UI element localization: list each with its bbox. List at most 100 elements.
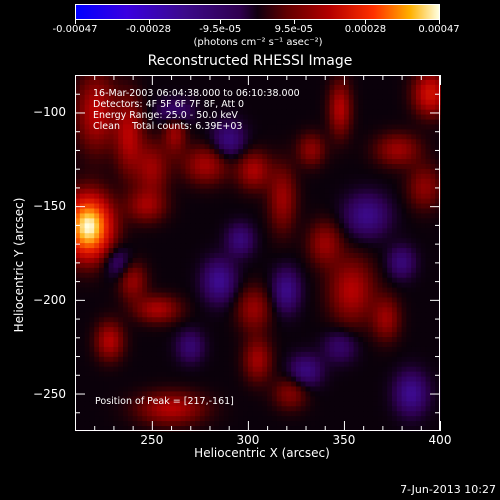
heatmap-cell — [415, 119, 422, 126]
heatmap-cell — [353, 168, 359, 175]
heatmap-cell — [94, 327, 100, 333]
heatmap-cell — [334, 164, 340, 170]
heatmap-cell — [415, 149, 422, 155]
heatmap-cell — [118, 366, 124, 373]
heatmap-cell — [243, 376, 249, 383]
heatmap-cell — [94, 193, 100, 200]
heatmap-cell — [219, 371, 225, 378]
heatmap-cell — [243, 104, 249, 111]
heatmap-cell — [195, 312, 201, 318]
heatmap-cell — [310, 193, 316, 200]
heatmap-cell — [185, 213, 191, 219]
heatmap-cell — [84, 168, 91, 175]
heatmap-cell — [430, 89, 436, 96]
heatmap-cell — [156, 188, 163, 195]
heatmap-cell — [420, 144, 427, 150]
heatmap-cell — [113, 164, 119, 170]
heatmap-cell — [415, 114, 422, 121]
heatmap-cell — [435, 223, 441, 229]
heatmap-cell — [353, 248, 359, 254]
heatmap-cell — [147, 208, 153, 215]
heatmap-cell — [372, 257, 379, 264]
heatmap-cell — [329, 376, 335, 383]
heatmap-cell — [372, 109, 379, 116]
heatmap-cell — [435, 124, 441, 130]
heatmap-cell — [123, 351, 129, 358]
heatmap-cell — [147, 124, 153, 130]
heatmap-cell — [377, 297, 383, 304]
heatmap-cell — [127, 282, 134, 289]
heatmap-cell — [324, 386, 331, 393]
heatmap-cell — [175, 302, 182, 308]
heatmap-cell — [195, 297, 201, 304]
heatmap-cell — [137, 248, 143, 254]
heatmap-cell — [166, 337, 172, 343]
heatmap-cell — [286, 262, 292, 269]
heatmap-cell — [75, 346, 81, 353]
heatmap-cell — [103, 307, 110, 313]
heatmap-cell — [367, 317, 374, 323]
heatmap-cell — [382, 351, 388, 358]
heatmap-cell — [276, 342, 283, 348]
heatmap-cell — [94, 134, 100, 140]
heatmap-cell — [315, 228, 321, 234]
heatmap-cell — [171, 104, 177, 111]
heatmap-cell — [214, 223, 220, 229]
heatmap-cell — [262, 361, 268, 368]
heatmap-cell — [94, 302, 100, 308]
heatmap-cell — [267, 193, 273, 200]
heatmap-cell — [175, 282, 182, 289]
heatmap-cell — [199, 277, 206, 284]
heatmap-cell — [180, 253, 187, 259]
heatmap-cell — [257, 346, 263, 353]
heatmap-cell — [166, 253, 172, 259]
heatmap-cell — [161, 154, 167, 160]
heatmap-cell — [142, 253, 148, 259]
heatmap-cell — [199, 332, 206, 338]
heatmap-cell — [94, 262, 100, 269]
heatmap-cell — [252, 292, 259, 299]
heatmap-cell — [430, 356, 436, 363]
heatmap-cell — [372, 337, 379, 343]
heatmap-cell — [319, 356, 326, 363]
heatmap-cell — [113, 233, 119, 239]
heatmap-cell — [353, 267, 359, 274]
heatmap-cell — [156, 376, 163, 383]
heatmap-cell — [219, 89, 225, 96]
heatmap-cell — [103, 203, 110, 210]
heatmap-cell — [262, 154, 268, 160]
heatmap-cell — [180, 79, 187, 86]
heatmap-cell — [401, 267, 407, 274]
heatmap-cell — [367, 79, 374, 86]
heatmap-cell — [377, 89, 383, 96]
heatmap-cell — [94, 396, 100, 402]
heatmap-cell — [271, 262, 278, 269]
heatmap-cell — [151, 356, 158, 363]
heatmap-cell — [79, 173, 86, 180]
heatmap-cell — [363, 178, 369, 185]
heatmap-cell — [103, 253, 110, 259]
heatmap-cell — [219, 223, 225, 229]
heatmap-cell — [79, 168, 86, 175]
heatmap-cell — [425, 282, 431, 289]
heatmap-cell — [420, 277, 427, 284]
heatmap-cell — [358, 302, 364, 308]
heatmap-cell — [329, 84, 335, 91]
heatmap-cell — [151, 89, 158, 96]
heatmap-cell — [391, 99, 398, 106]
heatmap-cell — [147, 94, 153, 101]
heatmap-cell — [195, 277, 201, 284]
heatmap-cell — [420, 129, 427, 135]
heatmap-cell — [238, 178, 244, 185]
heatmap-cell — [180, 183, 187, 190]
heatmap-cell — [262, 233, 268, 239]
heatmap-cell — [295, 322, 302, 328]
heatmap-cell — [339, 109, 345, 116]
heatmap-cell — [127, 218, 134, 224]
heatmap-cell — [430, 371, 436, 378]
heatmap-cell — [343, 149, 350, 155]
heatmap-cell — [147, 267, 153, 274]
heatmap-cell — [315, 386, 321, 393]
heatmap-cell — [243, 322, 249, 328]
heatmap-cell — [348, 292, 355, 299]
